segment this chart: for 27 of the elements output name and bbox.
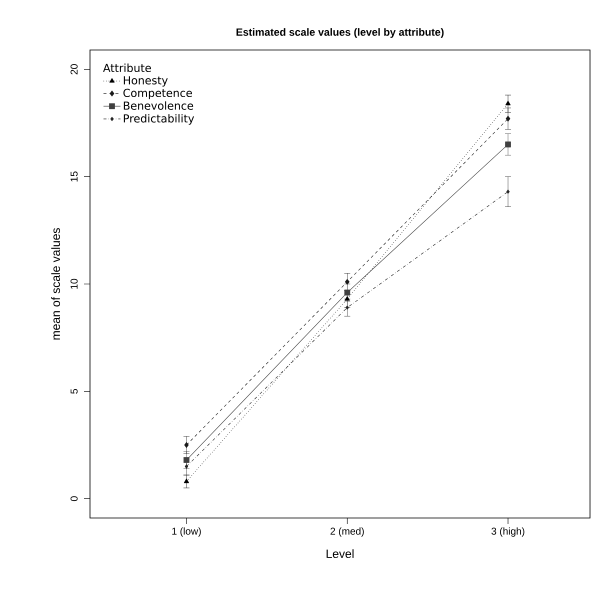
legend-label: Benevolence [124,101,194,110]
y-axis-title: mean of scale values [51,228,60,340]
legend-label: Predictability [124,114,194,125]
y-tick-label: 10 [70,278,78,289]
point [344,278,350,285]
y-tick-label: 15 [70,172,78,182]
x-tick-label: 3 (high) [491,527,524,537]
point [184,442,189,448]
point [505,142,511,148]
point [344,290,350,296]
y-tick-label: 20 [70,64,78,74]
x-tick-label: 1 (low) [172,527,201,537]
y-tick-label: 0 [70,496,78,502]
legend-label: Honesty [124,76,168,87]
point [506,190,510,194]
point [506,116,510,122]
point [184,464,188,469]
point [344,296,350,301]
point [184,478,190,484]
point [184,457,190,463]
x-tick-label: 2 (med) [330,527,364,537]
point [505,100,511,106]
x-axis-title: Level [326,549,354,558]
legend-label: Competence [123,88,192,100]
y-tick-label: 5 [70,388,78,394]
legend-title: Attribute [103,64,151,72]
chart-title: Estimated scale values (level by attribute) [236,28,444,38]
